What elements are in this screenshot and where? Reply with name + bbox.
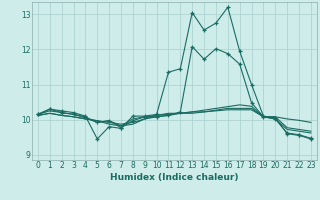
X-axis label: Humidex (Indice chaleur): Humidex (Indice chaleur) (110, 173, 239, 182)
